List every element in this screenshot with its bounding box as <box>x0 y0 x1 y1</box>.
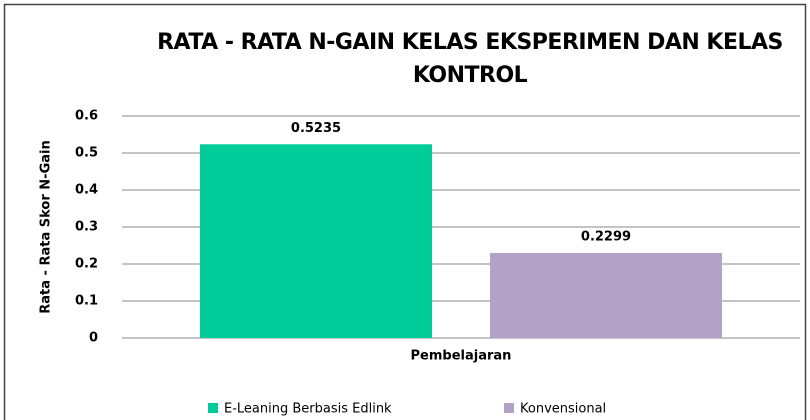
y-tick-label: 0.4 <box>75 183 98 198</box>
y-axis-label: Rata - Rata Skor N-Gain <box>39 140 54 313</box>
y-tick-label: 0 <box>89 331 98 346</box>
legend-label: E-Leaning Berbasis Edlink <box>224 402 392 417</box>
bar <box>490 252 722 338</box>
y-tick-label: 0.6 <box>75 109 98 124</box>
chart-title: RATA - RATA N-GAIN KELAS EKSPERIMEN DAN … <box>157 30 783 88</box>
data-label: 0.5235 <box>291 121 341 136</box>
legend-label: Konvensional <box>520 402 606 417</box>
y-tick-label: 0.5 <box>75 146 98 161</box>
y-tick-label: 0.2 <box>75 257 98 272</box>
legend-swatch <box>208 403 218 413</box>
data-label: 0.2299 <box>581 229 631 244</box>
legend-swatch <box>504 403 514 413</box>
y-tick-label: 0.1 <box>75 294 98 309</box>
bar <box>200 144 432 338</box>
y-tick-label: 0.3 <box>75 220 98 235</box>
x-tick-label: Pembelajaran <box>411 349 512 364</box>
